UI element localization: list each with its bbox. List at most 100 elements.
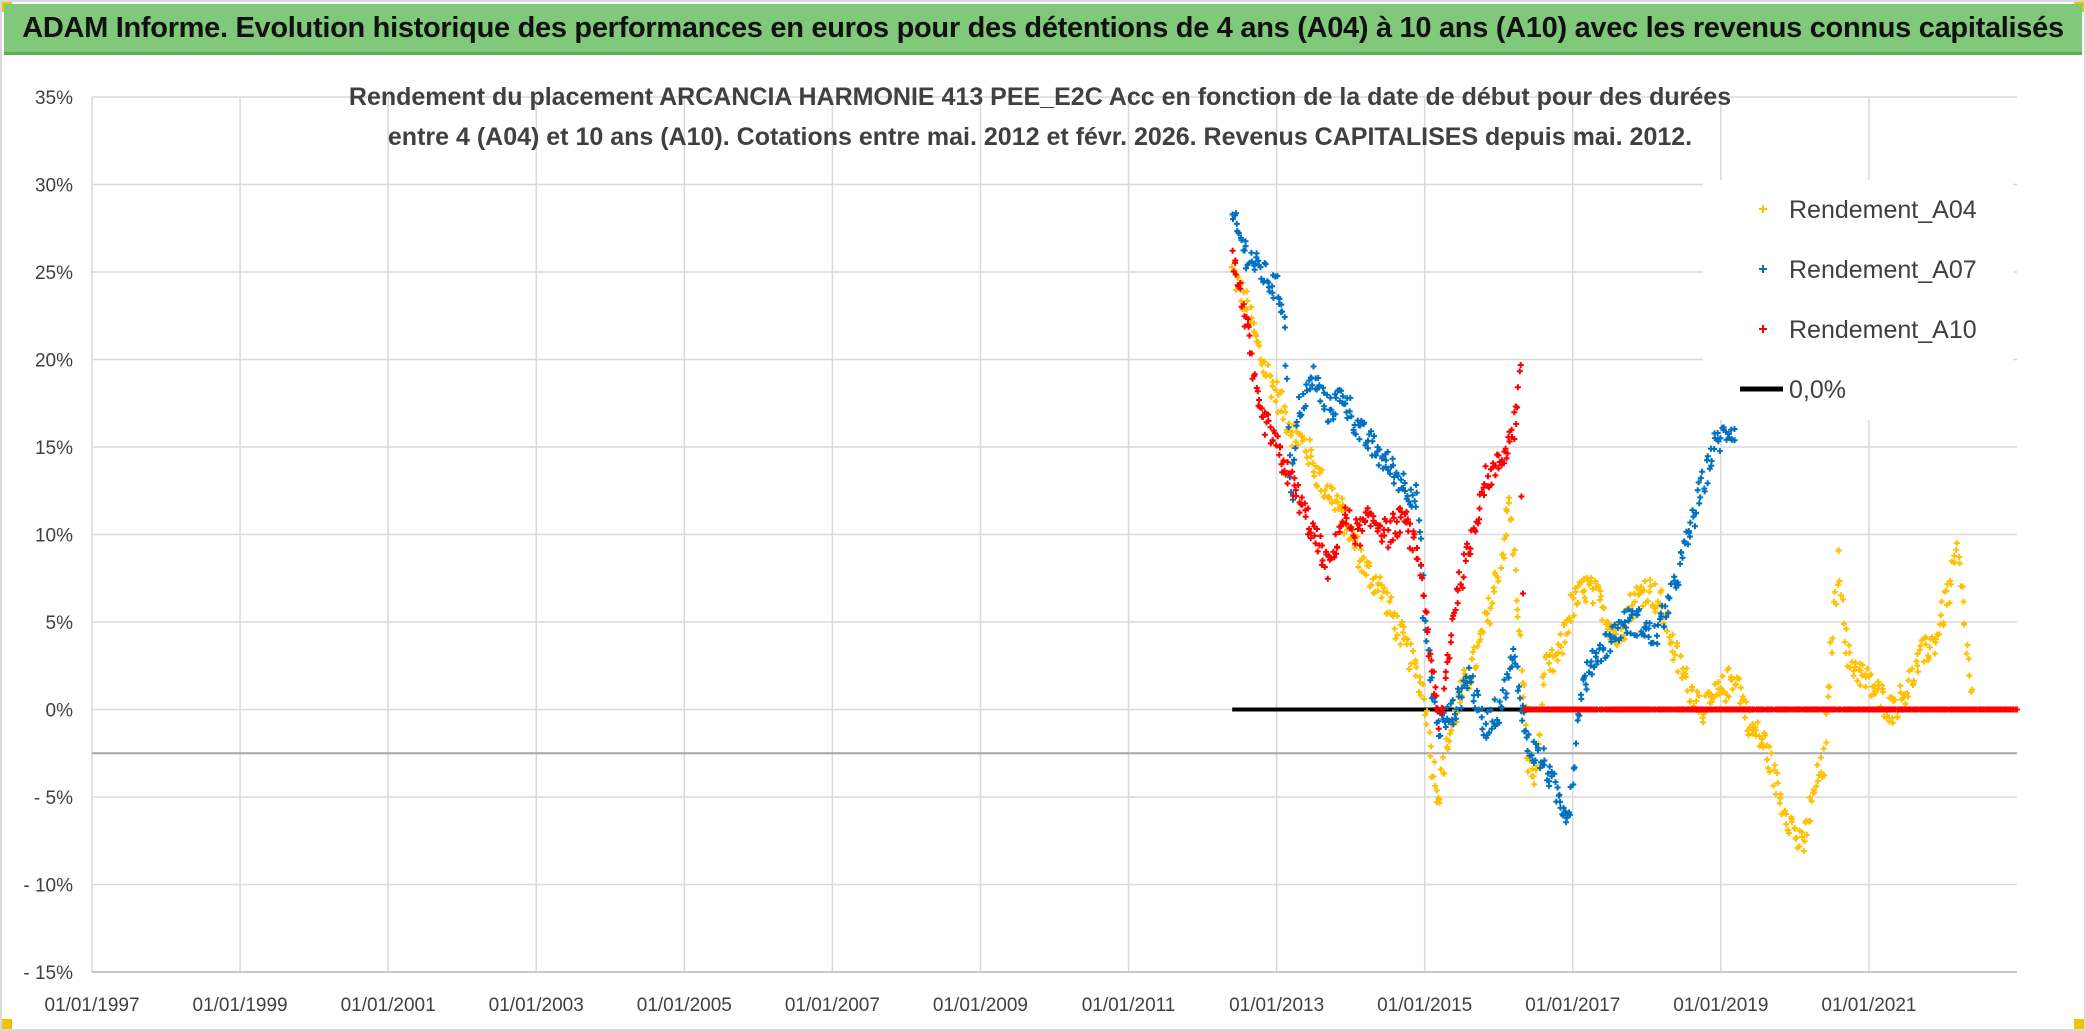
data-point-a04: [1768, 750, 1775, 757]
data-point-a04: [1966, 672, 1973, 679]
data-point-a07: [1233, 220, 1240, 227]
data-point-a04: [1666, 634, 1673, 641]
data-point-a04: [1969, 686, 1976, 693]
data-point-a04: [1582, 598, 1589, 605]
data-point-a10: [1307, 529, 1314, 536]
data-point-a07: [1501, 676, 1508, 683]
data-point-a10: [1333, 550, 1340, 557]
data-point-a04: [1308, 447, 1315, 453]
data-point-a04: [1774, 770, 1781, 776]
data-point-a10: [1355, 526, 1361, 532]
data-point-a07: [1621, 608, 1628, 615]
y-tick-label: 35%: [35, 88, 73, 109]
data-point-a04: [1248, 304, 1255, 311]
series-a10: [1229, 247, 2020, 732]
data-point-a10: [1441, 685, 1448, 692]
data-point-a04: [1737, 700, 1744, 707]
data-point-a04: [1783, 821, 1790, 828]
data-point-a07: [1248, 258, 1255, 265]
data-point-a04: [1897, 689, 1904, 696]
data-point-a07: [1622, 624, 1629, 631]
data-point-a10: [1420, 593, 1427, 599]
data-point-a04: [1651, 581, 1658, 587]
data-point-a07: [1701, 485, 1708, 492]
data-point-a07: [1560, 812, 1567, 819]
data-point-a10: [1265, 417, 1272, 424]
data-point-a10: [1319, 542, 1326, 549]
data-point-a04: [1505, 494, 1512, 501]
data-point-a04: [1447, 730, 1453, 737]
data-point-a07: [1505, 674, 1512, 681]
data-point-a07: [1466, 664, 1473, 671]
data-point-a04: [1668, 639, 1675, 646]
chart-grid: [91, 96, 2017, 973]
data-point-a04: [1384, 589, 1391, 596]
data-point-a04: [1554, 657, 1561, 664]
data-point-a10: [1511, 409, 1518, 416]
data-point-a04: [1419, 681, 1426, 688]
data-point-a10: [1342, 511, 1349, 518]
data-point-a04: [1520, 694, 1527, 701]
data-point-a04: [1926, 644, 1933, 651]
data-point-a04: [1267, 372, 1274, 379]
data-point-a07: [1325, 418, 1332, 425]
data-point-a04: [1766, 768, 1773, 775]
data-point-a10: [1346, 507, 1353, 514]
data-point-a07: [1285, 424, 1292, 431]
data-point-a10: [1467, 551, 1474, 558]
data-point-a04: [1837, 592, 1844, 599]
data-point-a07: [1464, 685, 1471, 692]
data-point-a04: [1480, 629, 1486, 636]
data-point-a04: [1932, 636, 1939, 643]
data-point-a04: [1964, 642, 1971, 648]
data-point-a04: [1749, 730, 1756, 737]
data-point-a07: [1677, 560, 1684, 567]
data-point-a10: [1460, 574, 1467, 581]
data-point-a04: [1309, 459, 1316, 466]
data-point-a04: [1737, 684, 1744, 691]
data-point-a07: [1372, 452, 1379, 458]
data-point-a04: [1604, 626, 1611, 633]
data-point-a07: [1498, 704, 1505, 711]
data-point-a04: [1280, 416, 1287, 423]
data-point-a04: [1920, 658, 1927, 665]
data-point-a10: [1424, 626, 1431, 633]
data-point-a04: [1693, 698, 1700, 704]
y-tick-label: - 5%: [34, 788, 73, 809]
data-point-a04: [1670, 656, 1677, 663]
data-point-a10: [1513, 421, 1520, 427]
data-point-a07: [1650, 639, 1657, 646]
data-point-a04: [1884, 713, 1890, 719]
data-point-a04: [1516, 628, 1523, 634]
data-point-a04: [1754, 719, 1761, 726]
data-point-a04: [1961, 621, 1968, 628]
data-point-a04: [1392, 635, 1399, 642]
data-point-a04: [1521, 682, 1527, 689]
data-point-a04: [1427, 743, 1434, 750]
data-point-a07: [1524, 748, 1531, 755]
data-point-a10: [1284, 480, 1291, 487]
data-point-a10: [1296, 509, 1303, 516]
data-point-a04: [1589, 585, 1596, 592]
data-point-a07: [1566, 811, 1573, 818]
report-banner-title: ADAM Informe. Evolution historique des p…: [4, 4, 2082, 55]
data-point-a07: [1328, 406, 1335, 413]
data-point-a07: [1708, 457, 1715, 464]
data-point-a07: [1540, 745, 1547, 752]
data-point-a10: [1240, 301, 1247, 308]
data-point-a04: [1421, 696, 1428, 702]
data-point-a07: [1444, 704, 1451, 710]
data-point-a04: [1334, 499, 1341, 506]
data-point-a04: [1729, 686, 1736, 693]
data-point-a04: [1777, 791, 1784, 798]
data-point-a07: [1390, 462, 1397, 469]
data-point-a07: [1398, 476, 1405, 483]
data-point-a04: [1489, 600, 1496, 607]
data-point-a10: [1403, 508, 1410, 515]
data-point-a04: [1857, 682, 1864, 689]
data-point-a04: [1572, 588, 1579, 595]
data-point-a07: [1333, 394, 1339, 401]
data-point-a07: [1251, 266, 1258, 273]
data-point-a07: [1371, 433, 1377, 439]
data-point-a07: [1557, 798, 1564, 805]
